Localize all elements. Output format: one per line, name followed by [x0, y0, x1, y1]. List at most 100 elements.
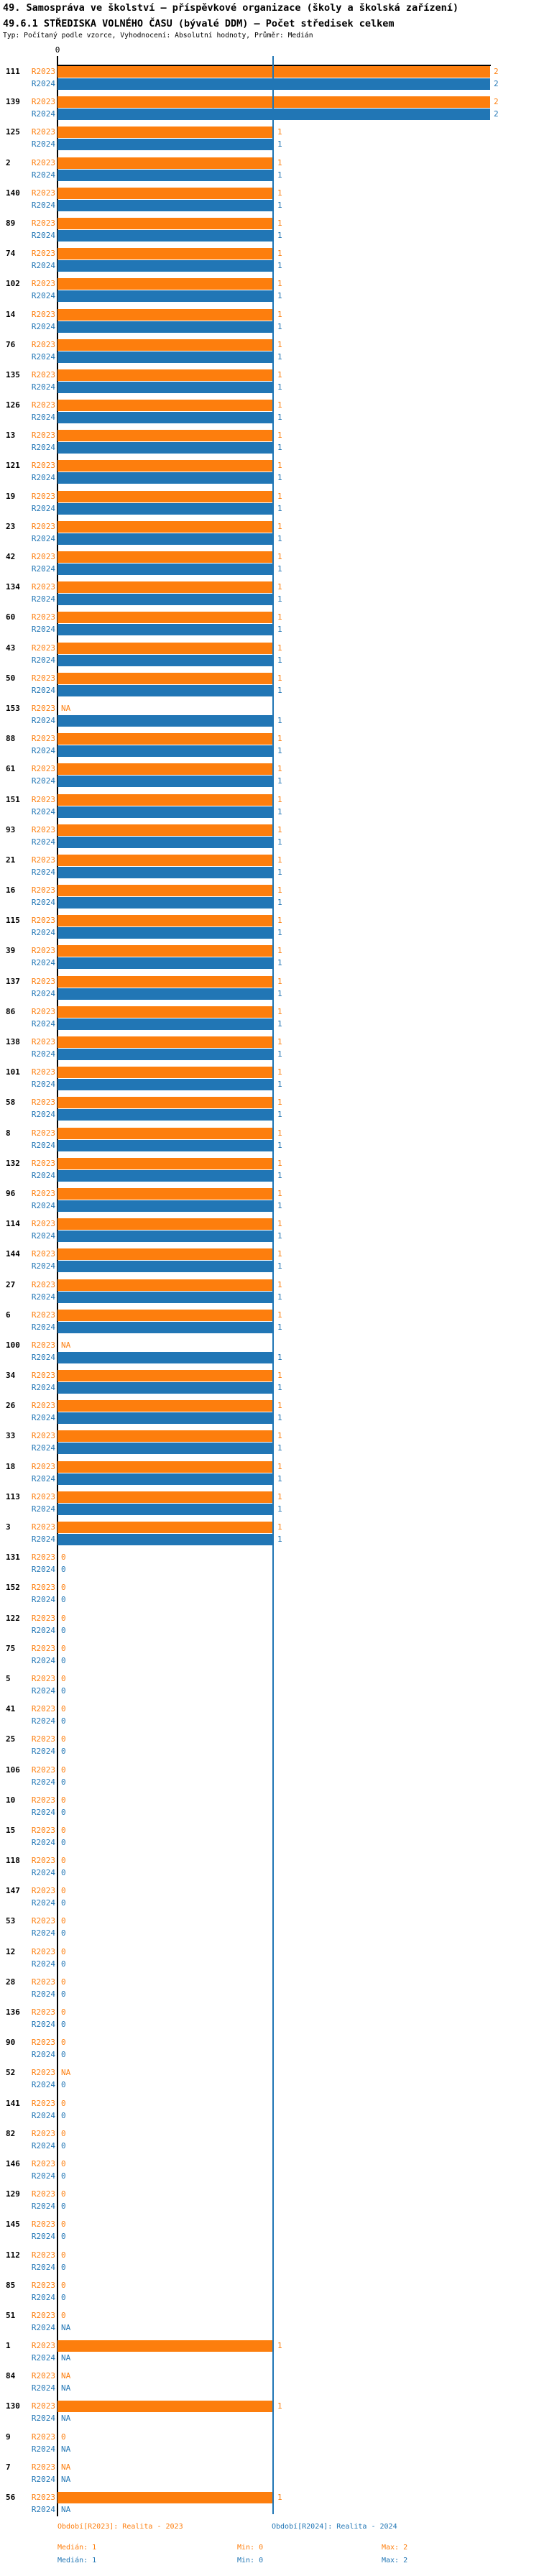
series-label-r2023: R2023: [31, 824, 55, 834]
value-label-r2024: 1: [277, 139, 282, 150]
series-label-r2024: R2024: [31, 139, 55, 150]
category-label: 126: [6, 400, 20, 410]
bar-r2024: [57, 866, 274, 878]
series-row-r2023: R2023 1: [0, 217, 539, 229]
x-axis-zero-label: 0: [55, 45, 60, 55]
series-label-r2024: R2024: [31, 533, 55, 543]
bar-r2023: [57, 1097, 274, 1109]
category-group: 89 R2023 1 R2024 1: [0, 217, 539, 242]
value-label-r2023: 1: [277, 1067, 282, 1077]
series-label-r2024: R2024: [31, 2140, 55, 2150]
category-group: 60 R2023 1 R2024 1: [0, 612, 539, 636]
series-label-r2024: R2024: [31, 958, 55, 968]
bar-r2023: [57, 187, 274, 199]
bar-r2024: [57, 957, 274, 970]
series-label-r2024: R2024: [31, 109, 55, 119]
series-row-r2023: R2023 1: [0, 1067, 539, 1079]
value-label-r2024: 0: [61, 1625, 66, 1635]
category-label: 74: [6, 249, 16, 259]
bar-r2024: [57, 229, 274, 242]
category-group: 2 R2023 1 R2024 1: [0, 157, 539, 181]
series-row-r2024: R2024 1: [0, 927, 539, 939]
value-label-r2023: 0: [61, 2280, 66, 2290]
legend-r2023-min: Min: 0: [237, 2544, 264, 2552]
bar-r2023: [57, 794, 274, 806]
series-row-r2024: R2024 1: [0, 199, 539, 211]
series-row-r2023: R2023 1: [0, 400, 539, 412]
series-label-r2024: R2024: [31, 1413, 55, 1423]
category-label: 88: [6, 734, 16, 744]
category-label: 132: [6, 1158, 20, 1168]
category-label: 146: [6, 2158, 20, 2168]
series-label-r2023: R2023: [31, 1006, 55, 1016]
value-label-r2023: 0: [61, 2220, 66, 2230]
series-row-r2023: R2023 1: [0, 733, 539, 745]
series-label-r2024: R2024: [31, 1565, 55, 1575]
value-label-r2024: 0: [61, 1928, 66, 1938]
series-label-r2024: R2024: [31, 2110, 55, 2120]
bar-r2023: [57, 1400, 274, 1412]
value-label-r2023: 1: [277, 946, 282, 956]
category-label: 13: [6, 431, 16, 441]
series-row-r2023: R2023 1: [0, 278, 539, 290]
series-row-r2023: R2023 0: [0, 1885, 539, 1897]
value-label-r2023: 1: [277, 1188, 282, 1198]
category-label: 39: [6, 946, 16, 956]
series-label-r2023: R2023: [31, 2068, 55, 2078]
bar-r2024: [57, 988, 274, 1000]
series-label-r2024: R2024: [31, 1989, 55, 1999]
value-label-r2024: 0: [61, 2050, 66, 2060]
bar-r2023: [57, 642, 274, 654]
series-label-r2024: R2024: [31, 837, 55, 847]
value-label-r2023: 1: [277, 2493, 282, 2502]
value-label-r2024: 1: [277, 1292, 282, 1302]
category-label: 2: [6, 157, 11, 167]
category-group: 96 R2023 1 R2024 1: [0, 1187, 539, 1212]
series-row-r2023: R2023 0: [0, 2007, 539, 2018]
series-label-r2024: R2024: [31, 1231, 55, 1241]
bar-r2024: [57, 745, 274, 758]
series-label-r2024: R2024: [31, 2202, 55, 2212]
series-label-r2023: R2023: [31, 2341, 55, 2351]
series-label-r2024: R2024: [31, 564, 55, 574]
category-label: 33: [6, 1431, 16, 1441]
category-label: 115: [6, 916, 20, 926]
series-label-r2024: R2024: [31, 1261, 55, 1271]
series-row-r2023: R2023 1: [0, 248, 539, 260]
series-label-r2024: R2024: [31, 170, 55, 180]
category-group: 141 R2023 0 R2024 0: [0, 2098, 539, 2122]
series-label-r2023: R2023: [31, 431, 55, 441]
series-row-r2023: R2023 0: [0, 2219, 539, 2230]
series-row-r2023: R2023 0: [0, 1613, 539, 1624]
series-label-r2023: R2023: [31, 2280, 55, 2290]
value-label-r2024: 0: [61, 2262, 66, 2272]
bar-r2024: [57, 1261, 274, 1273]
series-row-r2024: R2024 1: [0, 806, 539, 818]
value-label-r2023: 1: [277, 855, 282, 865]
category-label: 34: [6, 1371, 16, 1381]
bar-r2023: [57, 1248, 274, 1261]
series-row-r2023: R2023 1: [0, 490, 539, 502]
series-row-r2023: R2023 1: [0, 520, 539, 533]
series-label-r2023: R2023: [31, 2371, 55, 2381]
legend-period-r2024: Období[R2024]: Realita - 2024: [272, 2523, 397, 2531]
series-label-r2023: R2023: [31, 1128, 55, 1138]
value-label-r2023: 0: [61, 1977, 66, 1987]
category-group: 12 R2023 0 R2024 0: [0, 1946, 539, 1970]
value-label-r2023: 1: [277, 582, 282, 592]
bar-r2023: [57, 248, 274, 260]
bar-r2024: [57, 1049, 274, 1060]
category-label: 60: [6, 612, 16, 622]
value-label-r2023: 0: [61, 1946, 66, 1956]
bar-r2023: [57, 1491, 274, 1503]
category-group: 82 R2023 0 R2024 0: [0, 2128, 539, 2152]
category-label: 141: [6, 2098, 20, 2108]
category-label: 152: [6, 1583, 20, 1593]
category-label: 52: [6, 2068, 16, 2078]
value-label-r2023: 1: [277, 188, 282, 198]
value-label-r2024: 1: [277, 533, 282, 543]
value-label-r2024: 1: [277, 1352, 282, 1362]
series-label-r2023: R2023: [31, 1765, 55, 1775]
series-label-r2023: R2023: [31, 491, 55, 501]
series-row-r2023: R2023 NA: [0, 1340, 539, 1351]
